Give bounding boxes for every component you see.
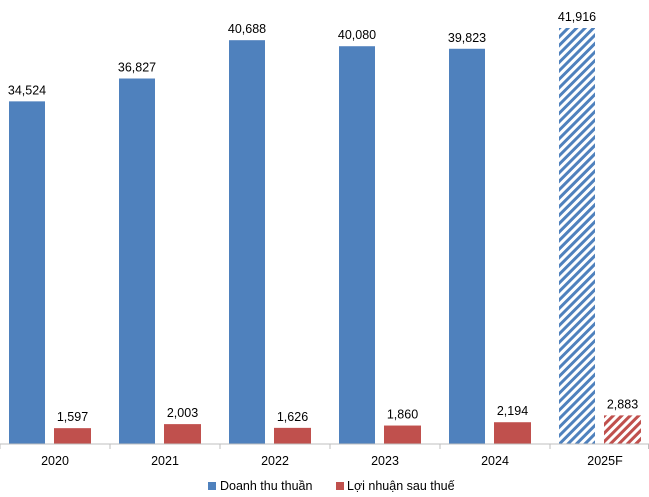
legend: Doanh thu thuần Lợi nhuận sau thuế — [208, 479, 455, 493]
revenue-label-2023: 40,080 — [338, 28, 376, 42]
revenue-bar-2025f — [559, 28, 595, 444]
x-tick-label-2020: 2020 — [41, 454, 69, 468]
profit-label-2020: 1,597 — [57, 410, 88, 424]
profit-bar-2021 — [164, 424, 201, 444]
profit-bar-2023 — [384, 425, 421, 444]
profit-bar-2025f — [604, 415, 641, 444]
x-tick-label-2023: 2023 — [371, 454, 399, 468]
revenue-label-2022: 40,688 — [228, 22, 266, 36]
revenue-bar-2022 — [229, 40, 265, 444]
x-tick-label-2025f: 2025F — [587, 454, 623, 468]
revenue-label-2021: 36,827 — [118, 61, 156, 75]
profit-label-2021: 2,003 — [167, 406, 198, 420]
x-tick-label-2022: 2022 — [261, 454, 289, 468]
revenue-bar-2024 — [449, 48, 485, 444]
legend-swatch-0 — [208, 482, 216, 490]
profit-label-2025f: 2,883 — [607, 397, 638, 411]
profit-bar-2022 — [274, 427, 311, 444]
revenue-label-2020: 34,524 — [8, 83, 46, 97]
profit-label-2024: 2,194 — [497, 404, 528, 418]
profit-label-2023: 1,860 — [387, 408, 418, 422]
profit-label-2022: 1,626 — [277, 410, 308, 424]
revenue-label-2025f: 41,916 — [558, 10, 596, 24]
profit-bar-2020 — [54, 428, 91, 444]
legend-swatch-1 — [336, 482, 344, 490]
legend-label-1: Lợi nhuận sau thuế — [347, 479, 455, 493]
revenue-bar-2020 — [9, 101, 45, 444]
legend-label-0: Doanh thu thuần — [220, 479, 312, 493]
profit-bar-2024 — [494, 422, 531, 444]
x-tick-label-2021: 2021 — [151, 454, 179, 468]
x-tick-label-2024: 2024 — [481, 454, 509, 468]
revenue-bar-2021 — [119, 78, 155, 444]
revenue-bar-2023 — [339, 46, 375, 444]
revenue-label-2024: 39,823 — [448, 31, 486, 45]
